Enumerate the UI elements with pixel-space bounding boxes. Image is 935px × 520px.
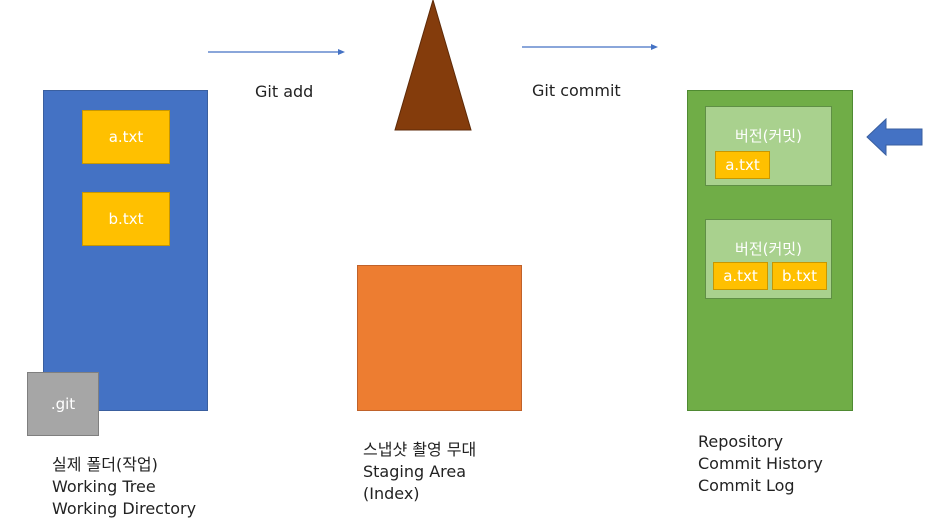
caption-line: Working Directory [52,499,197,518]
file-b-txt: b.txt [82,192,170,246]
staging-caption: 스냅샷 촬영 무대 Staging Area (Index) [363,439,476,505]
caption-line: Commit Log [698,476,795,495]
git-commit-label: Git commit [532,81,621,100]
caption-line: (Index) [363,484,420,503]
file-label: a.txt [723,267,758,285]
git-commit-arrow [522,44,658,50]
git-add-label: Git add [255,82,314,101]
caption-line: Staging Area [363,462,467,481]
caption-line: 스냅샷 촬영 무대 [363,440,477,459]
repository-caption: Repository Commit History Commit Log [698,431,823,497]
caption-line: 실제 폴더(작업) [52,455,158,474]
file-a-txt: a.txt [82,110,170,164]
file-b-txt: b.txt [772,262,827,290]
file-a-txt: a.txt [713,262,768,290]
git-add-arrow [208,49,345,55]
git-folder-label: .git [50,395,76,413]
working-tree-caption: 실제 폴더(작업) Working Tree Working Directory [52,454,196,520]
file-label: b.txt [782,267,817,285]
commit-label: 버전(커밋) [735,240,802,258]
staging-area-box [357,265,522,411]
caption-line: Working Tree [52,477,156,496]
working-tree-box: a.txt b.txt [43,90,208,411]
file-label: a.txt [725,156,760,174]
commit-box: 버전(커밋) a.txt [705,106,832,186]
caption-line: Commit History [698,454,823,473]
caption-line: Repository [698,432,784,451]
commit-box: 버전(커밋) a.txt b.txt [705,219,832,299]
file-a-txt: a.txt [715,151,770,179]
arrow-right-icon [338,49,345,55]
pointer-arrow-left-icon [866,118,923,156]
arrow-right-icon [651,44,658,50]
git-folder-box: .git [27,372,99,436]
file-label: a.txt [108,128,144,146]
repository-box: 버전(커밋) a.txt 버전(커밋) a.txt b.txt [687,90,853,411]
file-label: b.txt [108,210,144,228]
camera-triangle-icon [394,0,472,131]
commit-label: 버전(커밋) [735,127,802,145]
